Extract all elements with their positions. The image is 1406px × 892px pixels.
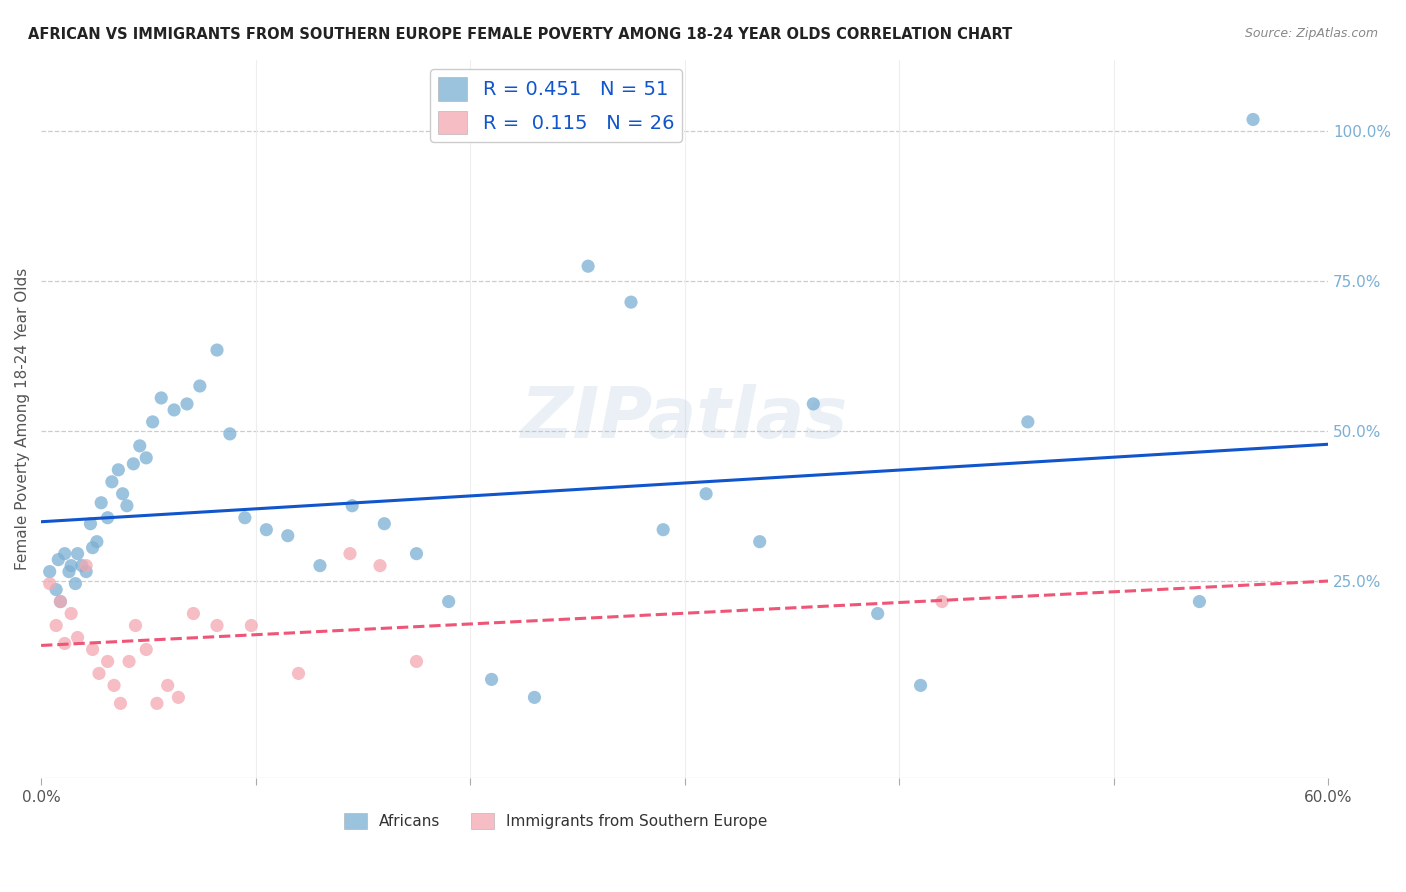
Point <box>150 391 173 405</box>
Point <box>205 618 228 632</box>
Point <box>111 487 134 501</box>
Point <box>58 565 80 579</box>
Point <box>218 426 240 441</box>
Point <box>240 618 263 632</box>
Point <box>66 547 89 561</box>
Point <box>176 397 198 411</box>
Text: AFRICAN VS IMMIGRANTS FROM SOUTHERN EUROPE FEMALE POVERTY AMONG 18-24 YEAR OLDS : AFRICAN VS IMMIGRANTS FROM SOUTHERN EURO… <box>28 27 1012 42</box>
Point <box>163 403 186 417</box>
Legend: Africans, Immigrants from Southern Europe: Africans, Immigrants from Southern Europ… <box>337 807 773 835</box>
Point <box>82 541 104 555</box>
Point <box>287 666 309 681</box>
Text: ZIPatlas: ZIPatlas <box>522 384 848 453</box>
Point <box>122 457 145 471</box>
Point <box>205 343 228 357</box>
Point <box>115 499 138 513</box>
Point <box>277 529 299 543</box>
Point <box>90 496 112 510</box>
Point <box>339 547 361 561</box>
Point <box>340 499 363 513</box>
Point <box>405 547 427 561</box>
Point <box>75 558 97 573</box>
Point <box>38 565 60 579</box>
Point <box>405 655 427 669</box>
Point <box>233 510 256 524</box>
Point <box>523 690 546 705</box>
Point <box>45 618 67 632</box>
Point <box>309 558 332 573</box>
Point <box>49 594 72 608</box>
Point <box>910 678 932 692</box>
Point <box>481 673 503 687</box>
Point <box>53 547 76 561</box>
Point <box>1241 112 1264 127</box>
Point <box>103 678 125 692</box>
Y-axis label: Female Poverty Among 18-24 Year Olds: Female Poverty Among 18-24 Year Olds <box>15 268 30 570</box>
Point <box>97 510 120 524</box>
Point <box>1017 415 1039 429</box>
Point <box>801 397 824 411</box>
Point <box>1188 594 1211 608</box>
Point <box>183 607 205 621</box>
Point <box>66 631 89 645</box>
Point <box>188 379 211 393</box>
Point <box>368 558 391 573</box>
Point <box>437 594 460 608</box>
Text: Source: ZipAtlas.com: Source: ZipAtlas.com <box>1244 27 1378 40</box>
Point <box>45 582 67 597</box>
Point <box>373 516 395 531</box>
Point <box>695 487 717 501</box>
Point <box>53 636 76 650</box>
Point <box>101 475 124 489</box>
Point <box>135 450 157 465</box>
Point <box>107 463 129 477</box>
Point <box>128 439 150 453</box>
Point <box>87 666 110 681</box>
Point <box>82 642 104 657</box>
Point <box>75 565 97 579</box>
Point <box>38 576 60 591</box>
Point <box>167 690 190 705</box>
Point <box>146 697 169 711</box>
Point <box>70 558 93 573</box>
Point <box>254 523 277 537</box>
Point <box>124 618 146 632</box>
Point <box>652 523 675 537</box>
Point <box>620 295 643 310</box>
Point <box>46 552 69 566</box>
Point <box>931 594 953 608</box>
Point <box>97 655 120 669</box>
Point <box>748 534 770 549</box>
Point <box>65 576 87 591</box>
Point <box>142 415 165 429</box>
Point <box>79 516 101 531</box>
Point <box>60 558 83 573</box>
Point <box>576 259 599 273</box>
Point <box>49 594 72 608</box>
Point <box>60 607 83 621</box>
Point <box>86 534 108 549</box>
Point <box>110 697 132 711</box>
Point <box>118 655 141 669</box>
Point <box>135 642 157 657</box>
Point <box>866 607 889 621</box>
Point <box>156 678 179 692</box>
